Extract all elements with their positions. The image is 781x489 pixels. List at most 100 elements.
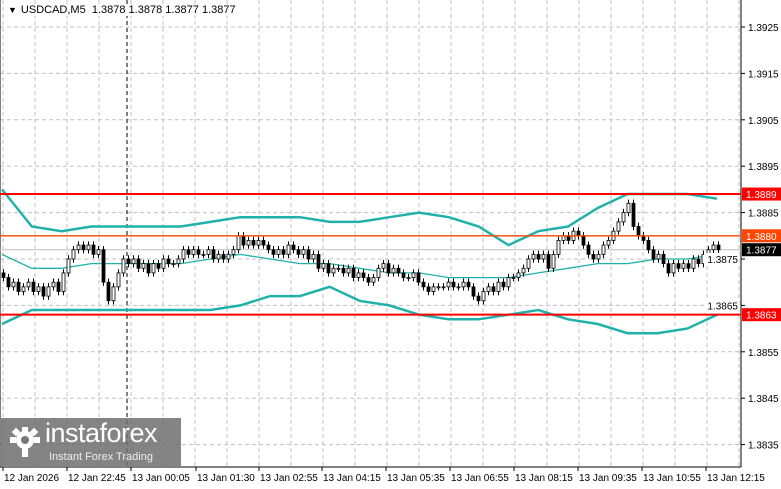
candle-bull [506, 277, 511, 288]
candle-bull [151, 263, 156, 274]
candle-bear [6, 277, 11, 288]
candle-bull [21, 286, 26, 292]
candle-bear [281, 249, 286, 255]
chart-title: ▼ USDCAD,M5 1.3878 1.3878 1.3877 1.3877 [6, 4, 238, 16]
bollinger-upper-band [1, 188, 718, 247]
candle-bear [291, 244, 296, 251]
candle-bull [516, 272, 521, 278]
bollinger-lower-band [1, 285, 718, 335]
candle-bull [481, 291, 486, 302]
logo-name: instaforex [45, 418, 158, 448]
candle-bear [16, 281, 21, 292]
candle-bull [141, 263, 146, 269]
candle-bear [271, 249, 276, 255]
candle-bull [551, 253, 556, 269]
candle-bear [361, 272, 366, 278]
candle-bear [471, 286, 476, 297]
candle-bull [441, 286, 446, 289]
x-tick-label: 13 Jan 09:35 [579, 473, 637, 484]
candle-bull [26, 281, 31, 288]
y-tick-label: 1.3905 [748, 116, 779, 127]
x-tick-label: 13 Jan 10:55 [643, 473, 701, 484]
candle-bear [196, 249, 201, 255]
candle-bear [666, 263, 671, 274]
candle-bull [556, 240, 561, 255]
candle-bear [211, 249, 216, 260]
candle-bear [631, 202, 636, 227]
level-price-label: 1.3880 [746, 232, 777, 243]
x-tick-label: 12 Jan 22:45 [68, 473, 126, 484]
candle-bull [541, 253, 546, 260]
candle-bear [641, 235, 646, 241]
candle-bear [421, 281, 426, 288]
candle-bear [56, 281, 61, 292]
candle-bear [31, 281, 36, 292]
candle-bull [71, 249, 76, 260]
candle-bear [156, 263, 161, 269]
ohlc-readout: 1.3878 1.3878 1.3877 1.3877 [91, 4, 236, 16]
candle-bull [116, 272, 121, 288]
candle-bull [181, 249, 186, 260]
y-tick-label: 1.3885 [748, 209, 779, 220]
candle-bull [161, 258, 166, 269]
candle-bear [266, 244, 271, 251]
candle-bull [561, 235, 566, 241]
candle-bear [546, 253, 551, 269]
candle-bull [226, 253, 231, 260]
level-price-tag [742, 229, 781, 243]
candle-bear [566, 235, 571, 241]
instaforex-logo: instaforex Instant Forex Trading [1, 418, 181, 466]
level-price-tag [742, 308, 781, 322]
candle-bear [261, 240, 266, 246]
candle-bear [491, 286, 496, 292]
candle-bull [36, 286, 41, 292]
x-tick-label: 13 Jan 02:55 [260, 473, 318, 484]
candle-bull [531, 253, 536, 260]
candle-bull [216, 253, 221, 260]
x-tick-label: 13 Jan 12:15 [707, 473, 765, 484]
candle-bear [81, 244, 86, 251]
candle-bull [496, 281, 501, 292]
candle-bear [646, 240, 651, 251]
candle-bull [671, 263, 676, 274]
dropdown-triangle-icon[interactable]: ▼ [8, 5, 17, 15]
candle-bull [201, 253, 206, 256]
candle-bull [446, 281, 451, 288]
candle-bear [316, 253, 321, 269]
candle-bull [621, 212, 626, 223]
candle-bear [466, 281, 471, 288]
x-tick-label: 13 Jan 00:05 [132, 473, 190, 484]
candle-bull [51, 281, 56, 288]
candle-bull [436, 286, 441, 289]
candle-bull [11, 281, 16, 288]
candle-bear [306, 249, 311, 260]
candle-bull [96, 249, 101, 255]
candle-bull [46, 286, 51, 297]
candle-bull [596, 253, 601, 260]
y-tick-label: 1.3915 [748, 69, 779, 80]
candle-bull [236, 235, 241, 251]
x-tick-label: 13 Jan 04:15 [323, 473, 381, 484]
candle-bear [166, 258, 171, 265]
candle-bull [321, 263, 326, 269]
candle-bull [231, 249, 236, 255]
candle-bull [606, 240, 611, 246]
candle-bear [401, 272, 406, 278]
candle-bull [276, 249, 281, 255]
candle-bear [716, 244, 721, 251]
level-price-label: 1.3889 [746, 190, 777, 201]
candle-bull [256, 240, 261, 246]
candle-bull [391, 267, 396, 274]
candle-bear [416, 272, 421, 283]
x-tick-label: 13 Jan 05:35 [387, 473, 445, 484]
candle-bull [346, 267, 351, 274]
candle-bull [76, 244, 81, 251]
candle-bear [686, 263, 691, 269]
candle-bear [251, 240, 256, 246]
candle-bear [386, 263, 391, 274]
candle-bear [136, 258, 141, 269]
candle-bull [336, 267, 341, 270]
candle-bear [91, 244, 96, 255]
candle-bear [636, 226, 641, 237]
